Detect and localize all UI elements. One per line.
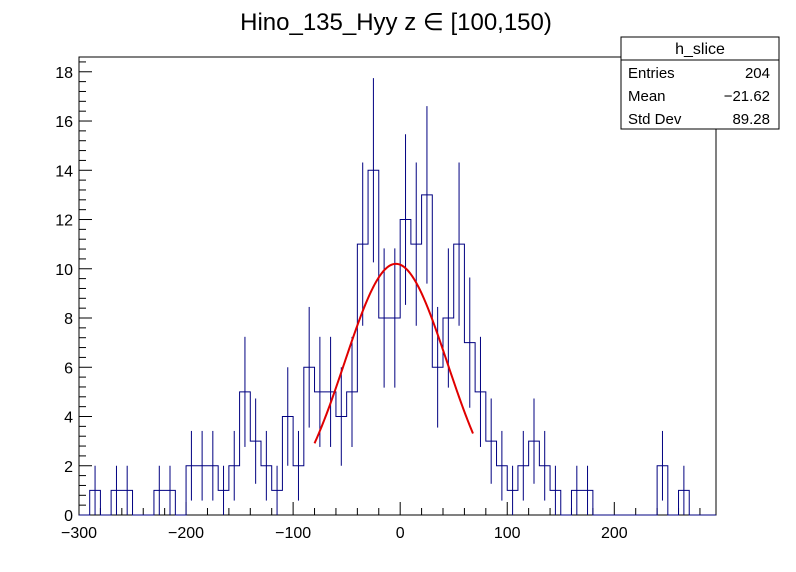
y-tick-label: 8 <box>64 311 73 328</box>
x-tick-label: −300 <box>61 525 97 542</box>
stats-entries-value: 204 <box>745 65 770 82</box>
stats-mean-label: Mean <box>628 88 666 105</box>
x-tick-label: 200 <box>601 525 628 542</box>
x-tick-label: 100 <box>494 525 521 542</box>
y-tick-label: 14 <box>55 163 73 180</box>
stats-box-name: h_slice <box>675 41 725 58</box>
y-tick-label: 6 <box>64 360 73 377</box>
y-tick-label: 10 <box>55 262 73 279</box>
x-tick-label: −100 <box>275 525 311 542</box>
y-tick-label: 18 <box>55 65 73 82</box>
y-tick-label: 16 <box>55 114 73 131</box>
plot-frame <box>78 56 717 516</box>
stats-mean-value: −21.62 <box>724 88 770 105</box>
x-tick-label: 0 <box>396 525 405 542</box>
y-tick-label: 0 <box>64 508 73 525</box>
stats-stddev-value: 89.28 <box>732 111 770 128</box>
chart-title: Hino_135_Hyy z ∈ [100,150) <box>240 9 552 36</box>
stats-stddev-label: Std Dev <box>628 111 682 128</box>
y-tick-label: 2 <box>64 459 73 476</box>
histogram-outline <box>79 169 716 516</box>
gaussian-fit-curve <box>313 262 474 444</box>
x-tick-label: −200 <box>168 525 204 542</box>
y-tick-label: 12 <box>55 213 73 230</box>
stats-entries-label: Entries <box>628 65 675 82</box>
stats-box: h_slice Entries 204 Mean −21.62 Std Dev … <box>620 36 780 130</box>
y-tick-label: 4 <box>64 410 73 427</box>
